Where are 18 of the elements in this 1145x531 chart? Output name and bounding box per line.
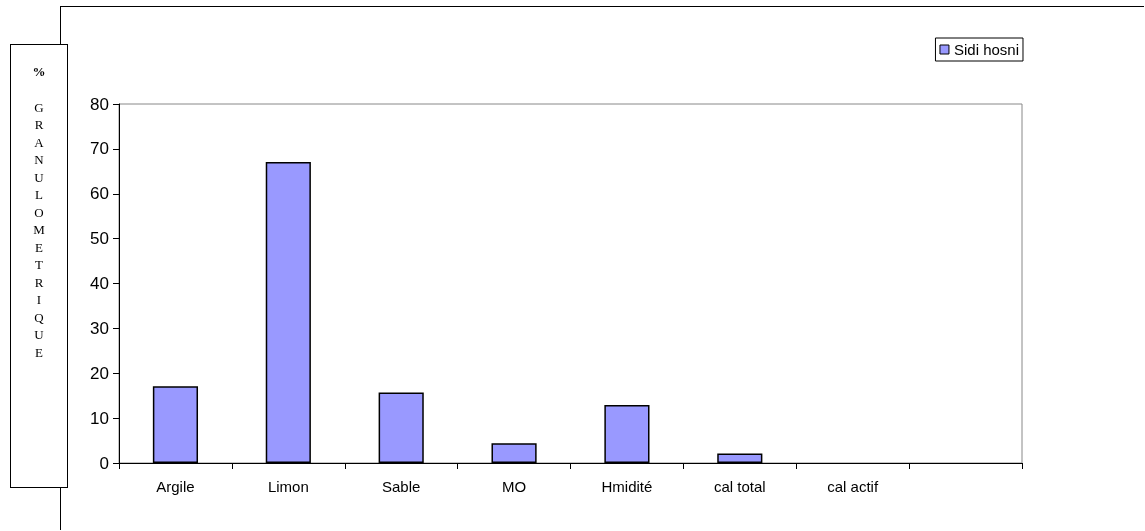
x-tick-label: Hmidité (601, 478, 653, 495)
x-tick-label: Limon (267, 478, 309, 495)
text: % GRANULOMETRIQUE (32, 64, 46, 360)
y-tick-label: 10 (90, 408, 109, 428)
x-tick-label: MO (501, 478, 527, 495)
x-tick-label: cal actif (827, 478, 879, 495)
y-tick-label: 70 (90, 139, 109, 159)
x-tick-label: Argile (156, 478, 195, 495)
y-tick-label: 40 (90, 274, 109, 293)
y-tick-label: 0 (99, 453, 109, 473)
x-tick-label: Sable (382, 478, 421, 495)
y-tick-label: 50 (90, 229, 109, 249)
legend-label: Sidi hosni (953, 41, 1020, 58)
y-tick-label: 30 (90, 318, 109, 338)
y-tick-label: 20 (90, 363, 109, 383)
x-tick-label: cal total (713, 478, 766, 495)
y-tick-label: 80 (90, 94, 109, 114)
y-tick-label: 60 (90, 184, 109, 204)
